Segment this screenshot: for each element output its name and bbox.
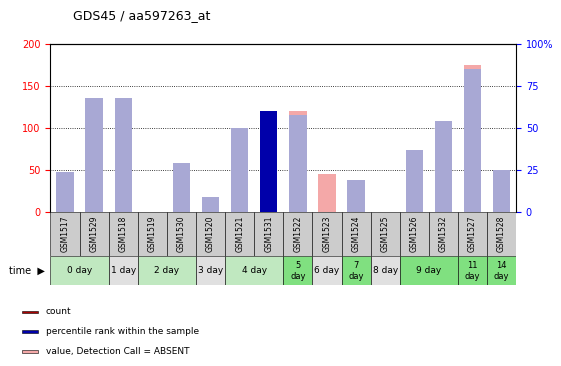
Bar: [429, 212, 458, 256]
Text: GSM1518: GSM1518: [119, 216, 128, 252]
Bar: [406, 173, 423, 212]
Text: GSM1526: GSM1526: [410, 216, 419, 252]
Bar: [231, 153, 249, 212]
Bar: [464, 65, 481, 212]
Bar: [138, 256, 196, 285]
Bar: [283, 212, 312, 256]
Bar: [254, 212, 283, 256]
Bar: [458, 256, 487, 285]
Text: percentile rank within the sample: percentile rank within the sample: [46, 327, 199, 336]
Text: GSM1529: GSM1529: [90, 216, 99, 252]
Bar: [289, 111, 306, 212]
Text: 0 day: 0 day: [67, 266, 92, 275]
Text: 14
day: 14 day: [494, 261, 509, 281]
Bar: [80, 212, 109, 256]
Bar: [114, 98, 132, 212]
Bar: [312, 212, 342, 256]
Text: GSM1517: GSM1517: [61, 216, 70, 252]
Text: GDS45 / aa597263_at: GDS45 / aa597263_at: [73, 9, 210, 22]
Text: 8 day: 8 day: [373, 266, 398, 275]
Bar: [173, 187, 190, 212]
Bar: [435, 122, 452, 212]
Text: GSM1530: GSM1530: [177, 216, 186, 253]
Text: 4 day: 4 day: [242, 266, 267, 275]
Text: GSM1520: GSM1520: [206, 216, 215, 252]
Bar: [342, 212, 371, 256]
Bar: [196, 256, 225, 285]
Text: GSM1531: GSM1531: [264, 216, 273, 252]
Text: GSM1528: GSM1528: [497, 216, 506, 252]
Bar: [225, 256, 283, 285]
Bar: [22, 330, 38, 333]
Text: 7
day: 7 day: [348, 261, 364, 281]
Text: count: count: [46, 307, 71, 317]
Bar: [109, 256, 138, 285]
Bar: [493, 170, 511, 212]
Text: 3 day: 3 day: [198, 266, 223, 275]
Bar: [347, 180, 365, 212]
Bar: [435, 128, 452, 212]
Bar: [114, 103, 132, 212]
Text: 11
day: 11 day: [465, 261, 480, 281]
Bar: [56, 173, 73, 212]
Text: 6 day: 6 day: [314, 266, 339, 275]
Bar: [260, 111, 278, 212]
Bar: [347, 181, 365, 212]
Text: GSM1525: GSM1525: [381, 216, 390, 252]
Bar: [231, 128, 249, 212]
Bar: [202, 197, 219, 212]
Bar: [312, 256, 342, 285]
Bar: [109, 212, 138, 256]
Text: 1 day: 1 day: [111, 266, 136, 275]
Bar: [173, 164, 190, 212]
Bar: [225, 212, 254, 256]
Text: GSM1527: GSM1527: [468, 216, 477, 252]
Bar: [289, 115, 306, 212]
Bar: [50, 212, 80, 256]
Bar: [399, 212, 429, 256]
Text: 9 day: 9 day: [416, 266, 442, 275]
Bar: [283, 256, 312, 285]
Bar: [196, 212, 225, 256]
Bar: [399, 256, 458, 285]
Bar: [138, 212, 167, 256]
Text: GSM1532: GSM1532: [439, 216, 448, 252]
Bar: [464, 69, 481, 212]
Bar: [342, 256, 371, 285]
Bar: [22, 311, 38, 313]
Bar: [487, 212, 516, 256]
Text: 5
day: 5 day: [290, 261, 306, 281]
Bar: [406, 150, 423, 212]
Bar: [458, 212, 487, 256]
Bar: [50, 256, 109, 285]
Bar: [22, 350, 38, 353]
Bar: [260, 111, 278, 212]
Text: 2 day: 2 day: [154, 266, 180, 275]
Bar: [493, 191, 511, 212]
Bar: [260, 139, 278, 212]
Bar: [371, 256, 399, 285]
Bar: [260, 139, 278, 212]
Bar: [85, 133, 103, 212]
Bar: [318, 173, 335, 212]
Bar: [202, 204, 219, 212]
Bar: [85, 98, 103, 212]
Text: value, Detection Call = ABSENT: value, Detection Call = ABSENT: [46, 347, 190, 356]
Text: GSM1522: GSM1522: [293, 216, 302, 252]
Text: time  ▶: time ▶: [9, 266, 45, 276]
Bar: [167, 212, 196, 256]
Text: GSM1523: GSM1523: [323, 216, 332, 252]
Bar: [487, 256, 516, 285]
Text: GSM1519: GSM1519: [148, 216, 157, 252]
Text: GSM1521: GSM1521: [235, 216, 244, 252]
Text: GSM1524: GSM1524: [352, 216, 361, 252]
Bar: [371, 212, 399, 256]
Bar: [56, 172, 73, 212]
